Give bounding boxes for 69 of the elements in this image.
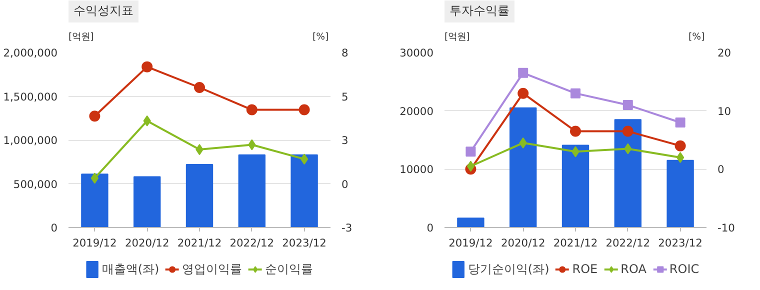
point — [90, 172, 99, 184]
legend-label: 순이익률 — [265, 260, 314, 278]
chart-title: 투자수익률 — [450, 4, 510, 18]
y-axis-title: [억원] — [444, 32, 470, 42]
y-axis-title: [억원] — [68, 32, 94, 42]
point — [622, 126, 634, 137]
y2-tick-label: 8 — [342, 46, 348, 60]
point — [675, 118, 686, 128]
y2-tick-label: 0 — [718, 163, 724, 176]
bar — [134, 176, 161, 228]
bar — [238, 154, 266, 228]
y-tick-label: 500,000 — [13, 178, 58, 191]
point — [622, 100, 633, 110]
bar — [290, 154, 318, 228]
point — [570, 126, 581, 137]
point — [466, 146, 476, 157]
y2-axis-title: [%] — [688, 32, 705, 42]
y-tick-label: 20000 — [400, 104, 434, 118]
x-tick-label: 2020/12 — [124, 236, 170, 250]
point — [89, 110, 100, 122]
y2-tick-label: 10 — [718, 104, 732, 118]
bar — [614, 119, 642, 228]
point — [298, 104, 310, 116]
x-tick-label: 2019/12 — [448, 236, 493, 250]
legend-label: 당기순이익(좌) — [468, 260, 550, 278]
y2-axis-title: [%] — [312, 32, 329, 42]
y2-tick-label: 3 — [342, 134, 348, 147]
point — [518, 68, 528, 78]
x-tick-label: 2022/12 — [606, 236, 650, 250]
y2-tick-label: 20 — [718, 46, 732, 60]
y-tick-label: 0 — [50, 222, 58, 234]
y-tick-label: 10000 — [400, 163, 434, 176]
bar — [457, 218, 484, 228]
y2-tick-label: -3 — [342, 222, 352, 234]
x-tick-label: 2022/12 — [230, 236, 274, 250]
point — [674, 140, 686, 152]
x-tick-label: 2020/12 — [500, 236, 546, 250]
bar — [510, 107, 537, 228]
point — [142, 61, 153, 72]
legend-label: 매출액(좌) — [102, 260, 160, 278]
chart-title: 수익성지표 — [74, 4, 134, 18]
legend-label: 영업이익률 — [182, 260, 242, 278]
x-tick-label: 2021/12 — [177, 236, 222, 250]
y2-tick-label: 5 — [342, 90, 348, 104]
x-tick-label: 2021/12 — [553, 236, 598, 250]
x-tick-label: 2023/12 — [658, 236, 702, 250]
point — [676, 152, 684, 163]
legend-label: ROIC — [669, 262, 700, 276]
y-tick-label: 30000 — [400, 46, 434, 60]
point — [466, 160, 475, 172]
y-tick-label: 0 — [426, 222, 434, 234]
bar — [562, 144, 590, 228]
y-tick-label: 1,500,000 — [3, 90, 58, 104]
x-tick-label: 2023/12 — [282, 236, 326, 250]
legend-label: ROE — [572, 262, 598, 276]
point — [518, 88, 529, 99]
point — [194, 82, 205, 93]
bar — [666, 160, 694, 228]
point — [246, 104, 258, 116]
point — [300, 154, 308, 165]
legend-label: ROA — [620, 262, 646, 276]
y-tick-label: 2,000,000 — [3, 46, 58, 60]
bar — [186, 164, 214, 228]
y-tick-label: 1,000,000 — [3, 134, 58, 147]
y2-tick-label: 0 — [342, 178, 348, 191]
y2-tick-label: -10 — [718, 222, 736, 234]
x-tick-label: 2019/12 — [72, 236, 117, 250]
bar — [81, 174, 108, 228]
point — [570, 88, 580, 98]
